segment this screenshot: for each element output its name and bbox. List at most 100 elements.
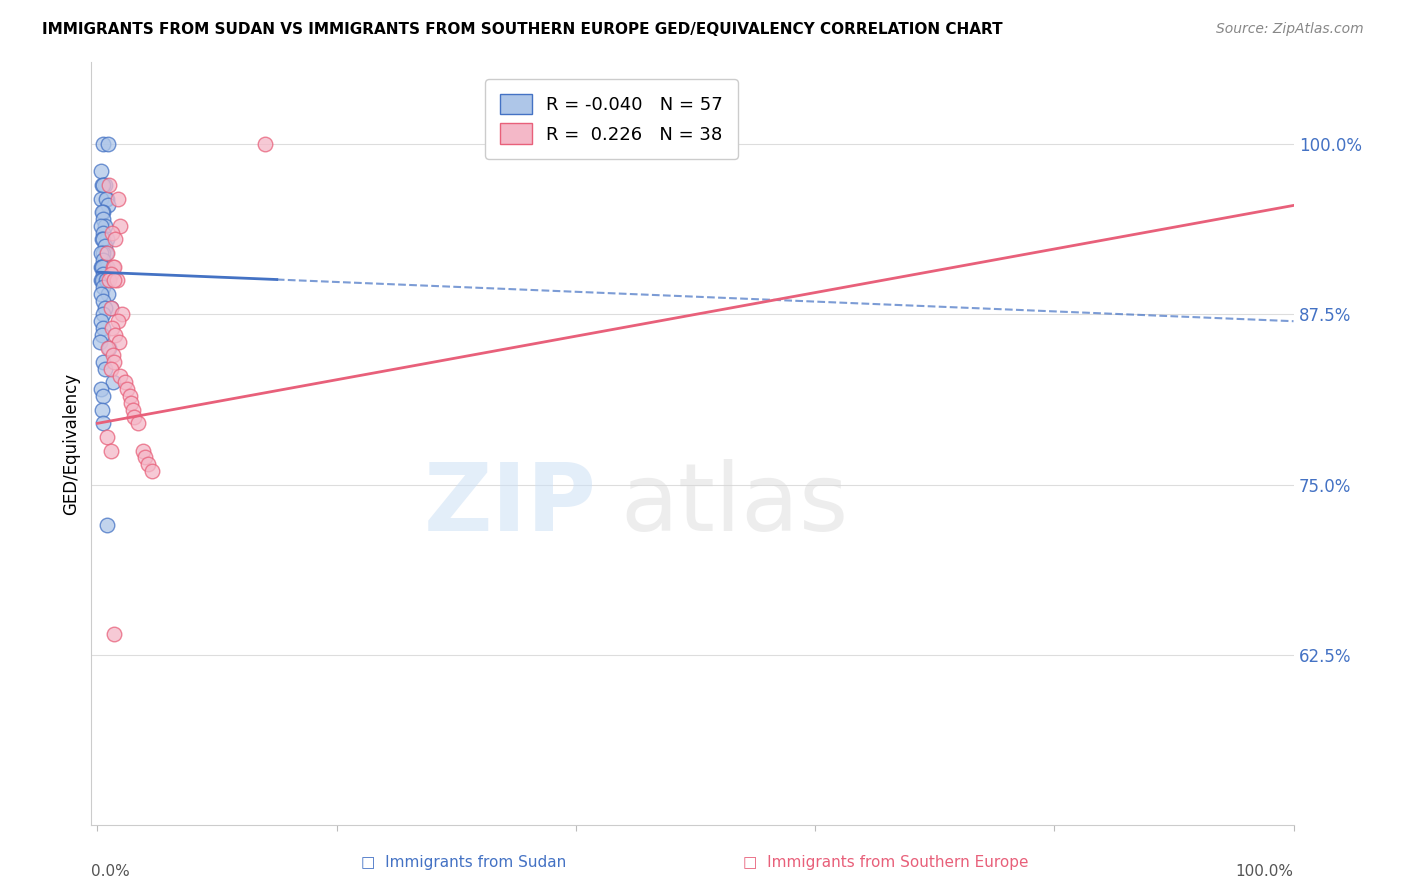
Point	[93, 273, 115, 287]
Point	[93, 137, 115, 152]
Point	[117, 382, 139, 396]
Point	[100, 301, 122, 315]
Point	[111, 307, 134, 321]
Point	[136, 457, 159, 471]
Point	[103, 260, 125, 274]
Point	[108, 219, 131, 233]
Point	[93, 239, 115, 253]
Point	[96, 192, 118, 206]
Text: □  Immigrants from Sudan: □ Immigrants from Sudan	[361, 855, 567, 870]
Legend: R = -0.040   N = 57, R =  0.226   N = 38: R = -0.040 N = 57, R = 0.226 N = 38	[485, 79, 738, 159]
Point	[93, 280, 115, 294]
Point	[93, 205, 115, 219]
Point	[93, 246, 115, 260]
Text: ZIP: ZIP	[423, 458, 596, 550]
Point	[90, 219, 112, 233]
Point	[93, 178, 115, 192]
Point	[96, 430, 118, 444]
Point	[90, 287, 112, 301]
Point	[114, 376, 136, 390]
Point	[96, 518, 118, 533]
Point	[93, 232, 115, 246]
Point	[93, 260, 115, 274]
Point	[91, 260, 114, 274]
Point	[91, 260, 114, 274]
Point	[253, 137, 276, 152]
Point	[93, 267, 115, 281]
Point	[91, 402, 114, 417]
Point	[93, 252, 115, 267]
Point	[118, 389, 141, 403]
Point	[103, 627, 125, 641]
Y-axis label: GED/Equivalency: GED/Equivalency	[62, 373, 80, 515]
Point	[93, 355, 115, 369]
Point	[93, 226, 115, 240]
Point	[96, 246, 118, 260]
Point	[98, 342, 121, 356]
Point	[89, 334, 111, 349]
Point	[93, 389, 115, 403]
Text: Source: ZipAtlas.com: Source: ZipAtlas.com	[1216, 22, 1364, 37]
Point	[94, 192, 117, 206]
Point	[93, 178, 115, 192]
Point	[124, 409, 146, 424]
Point	[104, 232, 127, 246]
Point	[94, 246, 117, 260]
Point	[100, 321, 122, 335]
Point	[93, 321, 115, 335]
Point	[96, 232, 118, 246]
Point	[132, 443, 155, 458]
Point	[100, 226, 122, 240]
Point	[93, 417, 115, 431]
Point	[90, 314, 112, 328]
Point	[93, 293, 115, 308]
Point	[105, 273, 128, 287]
Point	[97, 137, 120, 152]
Point	[97, 342, 120, 356]
Point	[90, 192, 112, 206]
Point	[91, 273, 114, 287]
Point	[93, 260, 115, 274]
Point	[100, 443, 122, 458]
Point	[108, 368, 131, 383]
Point	[120, 396, 142, 410]
Point	[94, 273, 117, 287]
Point	[101, 348, 124, 362]
Text: atlas: atlas	[620, 458, 849, 550]
Point	[98, 178, 121, 192]
Point	[122, 402, 145, 417]
Point	[93, 301, 115, 315]
Point	[96, 260, 118, 274]
Point	[104, 327, 127, 342]
Point	[107, 314, 129, 328]
Point	[100, 267, 122, 281]
Point	[97, 198, 120, 212]
Point	[90, 164, 112, 178]
Point	[127, 417, 149, 431]
Point	[101, 260, 124, 274]
Point	[98, 273, 121, 287]
Text: □  Immigrants from Southern Europe: □ Immigrants from Southern Europe	[742, 855, 1029, 870]
Point	[100, 362, 122, 376]
Point	[93, 362, 115, 376]
Point	[90, 382, 112, 396]
Text: 100.0%: 100.0%	[1236, 864, 1294, 879]
Text: IMMIGRANTS FROM SUDAN VS IMMIGRANTS FROM SOUTHERN EUROPE GED/EQUIVALENCY CORRELA: IMMIGRANTS FROM SUDAN VS IMMIGRANTS FROM…	[42, 22, 1002, 37]
Point	[96, 273, 118, 287]
Point	[97, 287, 120, 301]
Point	[134, 450, 156, 465]
Point	[91, 232, 114, 246]
Point	[90, 260, 112, 274]
Point	[108, 334, 131, 349]
Point	[93, 219, 115, 233]
Point	[93, 212, 115, 227]
Point	[93, 273, 115, 287]
Point	[93, 307, 115, 321]
Point	[103, 355, 125, 369]
Point	[141, 464, 163, 478]
Point	[90, 246, 112, 260]
Point	[91, 178, 114, 192]
Point	[107, 192, 129, 206]
Text: 0.0%: 0.0%	[91, 864, 131, 879]
Point	[91, 205, 114, 219]
